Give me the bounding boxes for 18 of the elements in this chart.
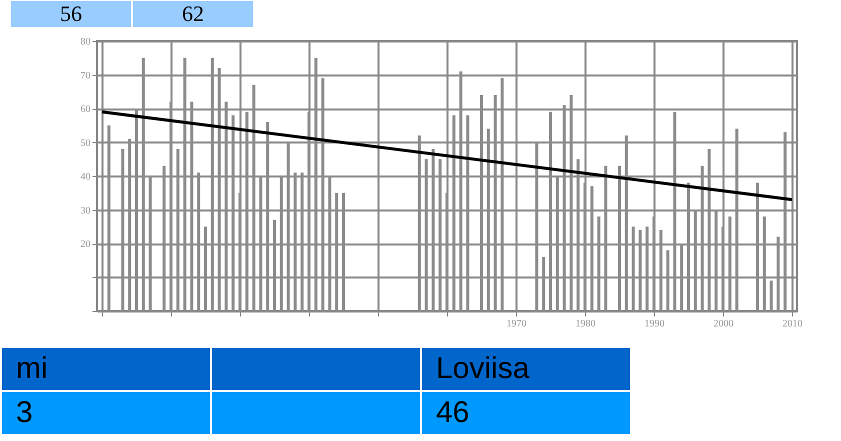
x-tick-label: 1980: [576, 318, 596, 330]
x-tick-label: 2000: [714, 318, 734, 330]
text: Loviisa: [421, 347, 631, 391]
y-tick-label: 50: [80, 138, 90, 149]
y-tick-label: 80: [80, 36, 90, 48]
y-tick-label: 20: [80, 239, 90, 250]
text: 62: [132, 0, 254, 28]
text: 3: [1, 391, 211, 435]
y-tick-label: 40: [80, 172, 90, 182]
x-tick-label: 1970: [506, 318, 526, 330]
text: mi: [1, 347, 211, 391]
y-tick-label: 60: [80, 104, 90, 115]
y-tick-label: 70: [80, 70, 90, 82]
x-tick-label: 2010: [782, 318, 802, 330]
text: 46: [421, 391, 631, 435]
x-tick-label: 1990: [644, 318, 664, 330]
text: 56: [10, 0, 132, 28]
y-tick-label: 30: [80, 205, 90, 216]
